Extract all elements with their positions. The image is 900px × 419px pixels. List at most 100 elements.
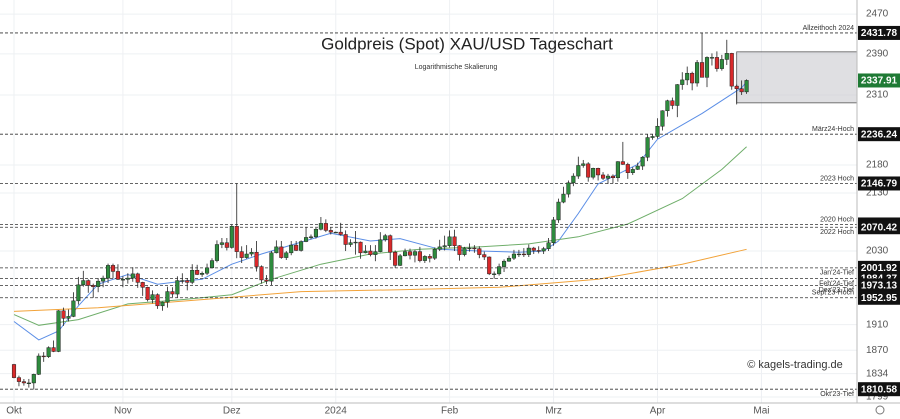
level-note: 2022 Hoch <box>820 229 854 236</box>
candle-body <box>586 163 591 178</box>
level-note: März24-Hoch <box>812 126 854 133</box>
candle-body <box>254 251 259 267</box>
candle-body <box>358 241 363 254</box>
candle-body <box>145 287 150 300</box>
candle-body <box>21 381 26 384</box>
candle-body <box>150 294 155 300</box>
candle-body <box>690 72 695 84</box>
settings-icon[interactable] <box>875 405 885 415</box>
candle-body <box>506 257 512 262</box>
candle-body <box>259 266 264 281</box>
candle-body <box>195 269 200 275</box>
candle-body <box>704 57 710 78</box>
candle-body <box>531 247 536 251</box>
candle-body <box>660 110 665 127</box>
candle-body <box>284 252 289 258</box>
price-box <box>858 260 900 275</box>
level-note: Dez'23-Tief <box>819 287 854 294</box>
candle-body <box>457 245 462 255</box>
price-box <box>858 176 900 191</box>
candle-body <box>234 226 239 252</box>
candle-body <box>36 355 41 375</box>
candle-body <box>630 169 635 173</box>
price-box <box>858 25 900 40</box>
price-box-label: 2431.78 <box>861 28 898 39</box>
candle-body <box>41 355 46 358</box>
x-tick-label: Nov <box>114 406 132 417</box>
candle-body <box>155 294 160 307</box>
price-box-label: 2070.42 <box>861 222 898 233</box>
candle-body <box>581 163 586 166</box>
candle-body <box>714 57 719 69</box>
candle-body <box>363 250 368 254</box>
candle-body <box>160 301 165 307</box>
candle-body <box>601 174 606 179</box>
y-tick-label: 1834 <box>866 368 889 379</box>
candle-body <box>576 165 581 177</box>
candle-body <box>16 377 21 382</box>
level-note: 2020 Hoch <box>820 216 854 223</box>
price-box-label: 2146.79 <box>861 179 898 190</box>
candle-body <box>610 175 616 178</box>
price-box <box>858 278 900 293</box>
candle-body <box>709 57 715 59</box>
candle-body <box>437 246 442 250</box>
candle-body <box>412 251 417 256</box>
candle-body <box>516 253 521 256</box>
candle-body <box>447 236 452 246</box>
candle-body <box>482 254 487 258</box>
candle-body <box>101 277 106 282</box>
candle-body <box>521 253 526 256</box>
y-tick-label: 1870 <box>866 345 889 356</box>
candle-body <box>214 244 219 261</box>
candle-body <box>526 247 531 255</box>
candle-body <box>279 246 284 258</box>
candle-body <box>536 250 541 252</box>
candle-body <box>76 284 81 302</box>
candle-body <box>373 251 378 255</box>
x-tick-label: Okt <box>6 406 22 417</box>
candle-body <box>472 247 477 250</box>
candle-body <box>175 280 180 295</box>
candle-body <box>66 316 71 319</box>
candle-body <box>299 241 304 251</box>
candle-body <box>655 125 660 137</box>
y-tick-label: 1910 <box>866 319 889 330</box>
candle-body <box>645 137 650 158</box>
price-box-label: 2001.92 <box>861 263 898 274</box>
y-tick-label: 2180 <box>866 160 889 171</box>
candle-body <box>615 161 620 178</box>
price-box-label: 1973.13 <box>861 280 898 291</box>
candle-body <box>333 231 338 234</box>
candle-body <box>502 260 507 267</box>
candle-body <box>323 223 328 231</box>
level-note: 2023 Hoch <box>820 175 854 182</box>
candle-body <box>378 239 383 252</box>
candle-body <box>120 279 125 281</box>
price-box <box>858 127 900 142</box>
price-box-label: 1810.58 <box>861 384 898 395</box>
candle-body <box>729 53 734 87</box>
y-tick-label: 2470 <box>866 9 889 20</box>
candle-body <box>91 285 96 287</box>
candle-body <box>190 269 195 283</box>
candle-body <box>313 228 318 238</box>
candle-body <box>130 273 135 279</box>
candle-body <box>348 242 353 245</box>
candle-body <box>541 248 546 252</box>
candle-body <box>680 79 685 85</box>
candle-body <box>635 165 640 170</box>
candle-body <box>591 168 596 178</box>
level-note: Sept'23-Hoch <box>812 290 854 297</box>
candle-body <box>744 80 749 93</box>
candle-body <box>224 242 229 248</box>
candle-body <box>640 156 645 167</box>
candle-body <box>115 271 121 280</box>
candle-body <box>180 280 185 282</box>
x-tick-label: 2024 <box>325 406 348 417</box>
candle-body <box>685 72 690 81</box>
y-tick-label: 2390 <box>866 49 889 60</box>
candle-body <box>467 247 472 250</box>
price-box <box>858 382 900 397</box>
candle-body <box>110 265 116 272</box>
